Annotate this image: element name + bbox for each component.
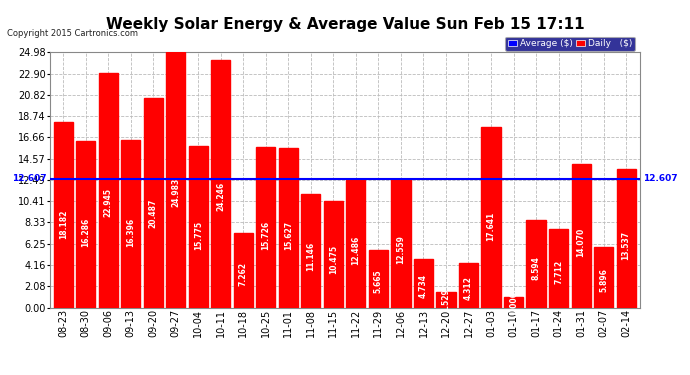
Text: 24.983: 24.983 (171, 178, 180, 207)
Text: 15.775: 15.775 (194, 220, 203, 250)
Bar (482, 128, 500, 308)
Text: 5.665: 5.665 (374, 270, 383, 293)
Bar (571, 164, 591, 308)
Bar (346, 180, 366, 308)
Text: Weekly Solar Energy & Average Value Sun Feb 15 17:11: Weekly Solar Energy & Average Value Sun … (106, 17, 584, 32)
Text: 16.286: 16.286 (81, 218, 90, 247)
Text: 12.559: 12.559 (397, 236, 406, 264)
Bar (414, 259, 433, 308)
Text: 8.594: 8.594 (531, 256, 540, 280)
Text: 5.896: 5.896 (599, 268, 608, 292)
Bar (144, 98, 163, 308)
Text: 10.475: 10.475 (329, 245, 338, 274)
Text: 4.312: 4.312 (464, 276, 473, 300)
Text: 12.607: 12.607 (12, 174, 46, 183)
Text: 20.487: 20.487 (149, 199, 158, 228)
Text: Copyright 2015 Cartronics.com: Copyright 2015 Cartronics.com (7, 28, 138, 38)
Text: 18.182: 18.182 (59, 209, 68, 238)
Bar (302, 194, 320, 308)
Bar (526, 220, 546, 308)
Text: 22.945: 22.945 (104, 188, 112, 217)
Legend: Average ($), Daily   ($): Average ($), Daily ($) (505, 37, 635, 51)
Bar (617, 169, 635, 308)
Text: 15.726: 15.726 (262, 221, 270, 250)
Bar (76, 141, 95, 308)
Text: 16.396: 16.396 (126, 217, 135, 247)
Bar (436, 292, 455, 308)
Bar (594, 248, 613, 308)
Text: 1.006: 1.006 (509, 291, 518, 315)
Text: 12.607: 12.607 (643, 174, 678, 183)
Bar (234, 233, 253, 308)
Text: 15.627: 15.627 (284, 221, 293, 250)
Bar (459, 264, 478, 308)
Bar (256, 147, 275, 308)
Bar (324, 201, 343, 308)
Bar (166, 53, 186, 308)
Text: 1.529: 1.529 (442, 289, 451, 312)
Bar (54, 122, 72, 308)
Bar (189, 147, 208, 308)
Bar (369, 250, 388, 308)
Bar (279, 148, 298, 308)
Bar (99, 73, 118, 308)
Bar (211, 60, 230, 308)
Bar (121, 140, 140, 308)
Text: 4.734: 4.734 (419, 274, 428, 298)
Text: 14.070: 14.070 (577, 228, 586, 258)
Text: 12.486: 12.486 (351, 236, 360, 265)
Text: 11.146: 11.146 (306, 242, 315, 271)
Text: 7.262: 7.262 (239, 262, 248, 286)
Text: 24.246: 24.246 (216, 182, 226, 211)
Bar (549, 229, 568, 308)
Text: 7.712: 7.712 (554, 260, 563, 284)
Bar (391, 179, 411, 308)
Text: 13.537: 13.537 (622, 231, 631, 260)
Text: 17.641: 17.641 (486, 212, 495, 241)
Bar (504, 297, 523, 307)
